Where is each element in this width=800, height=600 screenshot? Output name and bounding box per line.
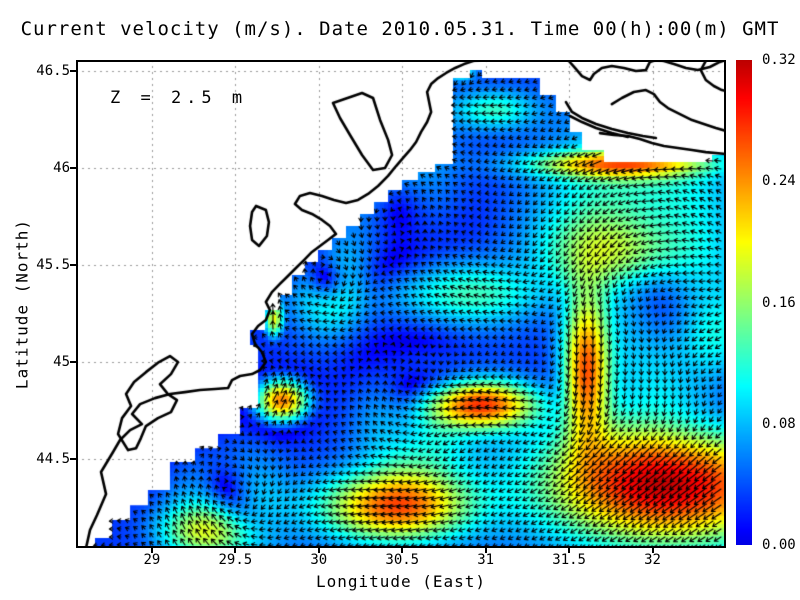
y-tick-label: 45 <box>53 353 70 370</box>
colorbar-tick-label: 0.08 <box>762 415 796 432</box>
y-tick-label: 45.5 <box>36 256 70 273</box>
y-tick-mark <box>70 457 76 460</box>
y-tick-mark <box>70 263 76 266</box>
x-tick-label: 29 <box>143 552 161 568</box>
y-tick-mark <box>70 166 76 169</box>
x-tick-label: 30 <box>310 552 328 568</box>
colorbar-tick-label: 0.16 <box>762 294 796 311</box>
y-tick-label: 46 <box>53 159 70 176</box>
y-tick-mark <box>70 360 76 363</box>
y-tick-mark <box>70 70 76 73</box>
x-tick-mark <box>317 548 320 553</box>
x-tick-mark <box>234 548 237 553</box>
x-tick-label: 29.5 <box>218 552 253 568</box>
x-tick-label: 32 <box>644 552 661 568</box>
plot-title: Current velocity (m/s). Date 2010.05.31.… <box>20 18 780 40</box>
colorbar-tick-label: 0.00 <box>762 537 796 553</box>
x-tick-mark <box>150 548 153 553</box>
x-tick-label: 31.5 <box>552 552 586 568</box>
y-tick-label: 44.5 <box>36 450 70 467</box>
velocity-field-canvas <box>76 60 726 548</box>
x-axis-label: Longitude (East) <box>315 572 487 591</box>
y-tick-label: 46.5 <box>36 63 70 80</box>
y-axis-label: Latitude (North) <box>12 218 32 390</box>
x-tick-label: 30.5 <box>385 552 420 568</box>
colorbar-tick-label: 0.24 <box>762 173 796 190</box>
colorbar <box>736 60 752 545</box>
depth-annotation: Z = 2.5 m <box>110 88 248 108</box>
x-tick-mark <box>401 548 404 553</box>
x-tick-mark <box>651 548 654 553</box>
colorbar-tick-label: 0.32 <box>762 52 796 68</box>
plot-frame <box>76 60 726 548</box>
x-tick-mark <box>568 548 571 553</box>
x-tick-mark <box>484 548 487 553</box>
x-tick-label: 31 <box>477 552 495 568</box>
